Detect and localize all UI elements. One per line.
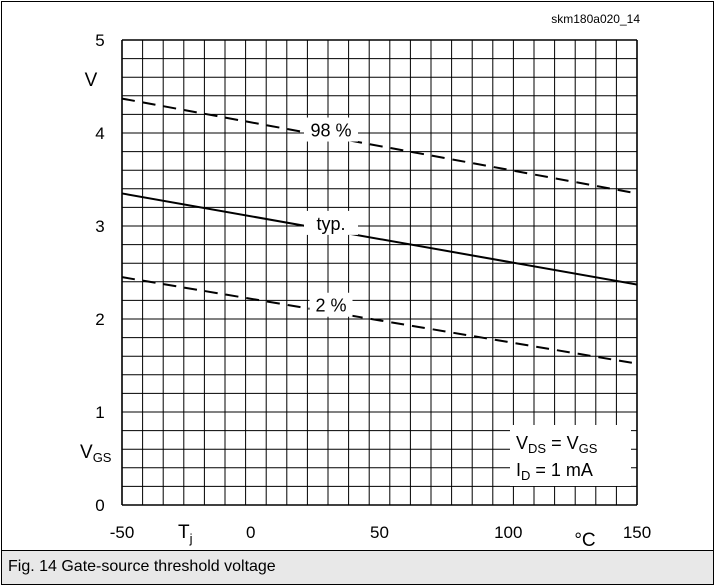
cond-id: I xyxy=(516,460,521,480)
series-line-max xyxy=(121,97,638,195)
y-tick-label: 5 xyxy=(95,31,104,50)
x-tick-label: 150 xyxy=(623,523,651,542)
figure-code: skm180a020_14 xyxy=(551,12,640,26)
y-tick-label: 0 xyxy=(95,496,104,515)
series-line-typ xyxy=(121,192,638,286)
figure-caption: Fig. 14 Gate-source threshold voltage xyxy=(8,558,276,575)
cond-vgs: V xyxy=(567,433,579,453)
y-tick-labels: 5 4 3 2 1 0 xyxy=(95,31,104,515)
cond-id-sub: D xyxy=(521,468,530,483)
series-label-bg xyxy=(304,210,358,235)
series-label-bg xyxy=(309,292,353,317)
conditions-box: VDS = VGS ID = 1 mA xyxy=(510,425,631,486)
y-axis-label-sub: GS xyxy=(93,450,112,465)
svg-text:Tj: Tj xyxy=(178,522,193,546)
x-tick-label: 50 xyxy=(370,523,389,542)
y-tick-label: 1 xyxy=(95,403,104,422)
cond-vds: V xyxy=(516,433,528,453)
x-axis-label-sub: j xyxy=(189,531,193,546)
cond-vgs-sub: GS xyxy=(579,441,598,456)
x-tick-labels: -50 0 50 100 150 xyxy=(110,523,651,542)
x-axis-label-main: T xyxy=(178,522,190,543)
svg-text:VDS = VGS: VDS = VGS xyxy=(516,433,598,456)
x-tick-label: -50 xyxy=(110,523,135,542)
svg-text:VGS: VGS xyxy=(80,442,112,465)
x-tick-label: 0 xyxy=(246,523,255,542)
y-axis-unit: V xyxy=(85,70,98,91)
y-tick-label: 4 xyxy=(95,124,104,143)
x-axis-unit: °C xyxy=(574,530,595,551)
cond-vds-sub: DS xyxy=(528,441,546,456)
svg-text:ID = 1 mA: ID = 1 mA xyxy=(516,460,593,483)
x-axis-label: Tj xyxy=(178,522,193,546)
x-tick-label: 100 xyxy=(494,523,522,542)
y-tick-label: 2 xyxy=(95,310,104,329)
series-label: 98 % xyxy=(310,121,351,141)
caption-bar: Fig. 14 Gate-source threshold voltage xyxy=(2,550,713,584)
series-lines xyxy=(121,97,638,365)
y-axis-label: VGS xyxy=(76,434,118,465)
series-line-min xyxy=(121,276,638,365)
y-tick-label: 3 xyxy=(95,217,104,236)
series-label: 2 % xyxy=(315,296,346,316)
series-label-bg xyxy=(304,117,358,142)
chart: skm180a020_14 5 4 3 2 1 0 -50 0 50 100 150 98 % ty… xyxy=(76,12,651,551)
y-axis-label-main: V xyxy=(80,442,93,463)
series-labels: 98 % typ. 2 % xyxy=(304,117,358,317)
cond-eq: = xyxy=(546,433,567,453)
cond-id-value: = 1 mA xyxy=(530,460,593,480)
series-label: typ. xyxy=(316,214,345,234)
